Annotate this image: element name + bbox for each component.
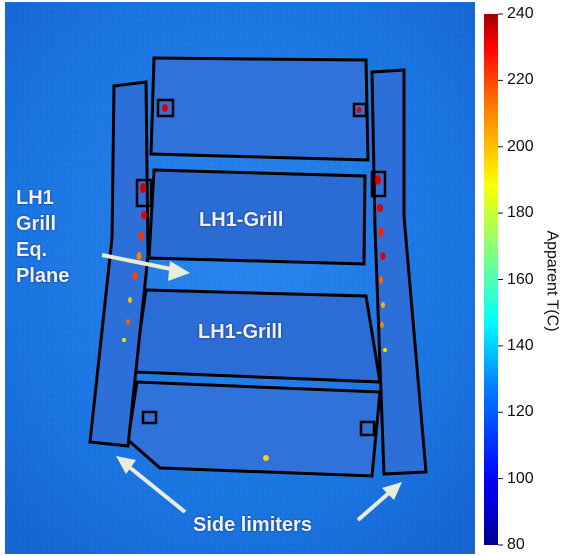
eq-plane-arrow: [101, 253, 190, 281]
right-limiter-arrow: [356, 482, 402, 522]
colorbar-tick-label: 180: [507, 204, 534, 222]
colorbar-tick-label: 200: [507, 137, 534, 155]
eq-plane-label: LH1 Grill Eq. Plane: [16, 187, 70, 287]
grill-lower-label: LH1-Grill: [198, 321, 283, 343]
colorbar-title: Apparent T(C): [543, 230, 561, 332]
left-limiter-arrow: [116, 456, 187, 514]
marker-square: [370, 170, 387, 198]
grill-top-panel: [149, 56, 370, 162]
marker-square: [141, 410, 158, 425]
colorbar-ticks: [498, 13, 503, 546]
left-side-limiter: [88, 80, 150, 448]
colorbar-tick-label: 80: [507, 536, 525, 553]
colorbar-tick-label: 140: [507, 336, 534, 354]
marker-square: [156, 98, 175, 118]
hot-spots: [122, 104, 387, 461]
grill-upper-label: LH1-Grill: [199, 209, 284, 231]
marker-square: [135, 178, 153, 208]
marker-square: [359, 420, 376, 437]
grill-upper-panel: [147, 168, 367, 266]
grill-bottom-panel: [126, 380, 382, 478]
colorbar-tick-label: 240: [507, 5, 534, 22]
colorbar-tick-label: 120: [507, 403, 534, 421]
colorbar-tick-label: 100: [507, 469, 534, 487]
colorbar: [484, 14, 498, 545]
side-limiters-label: Side limiters: [193, 514, 312, 536]
marker-square: [352, 102, 368, 118]
colorbar-tick-label: 160: [507, 270, 534, 288]
colorbar-tick-label: 220: [507, 71, 534, 89]
